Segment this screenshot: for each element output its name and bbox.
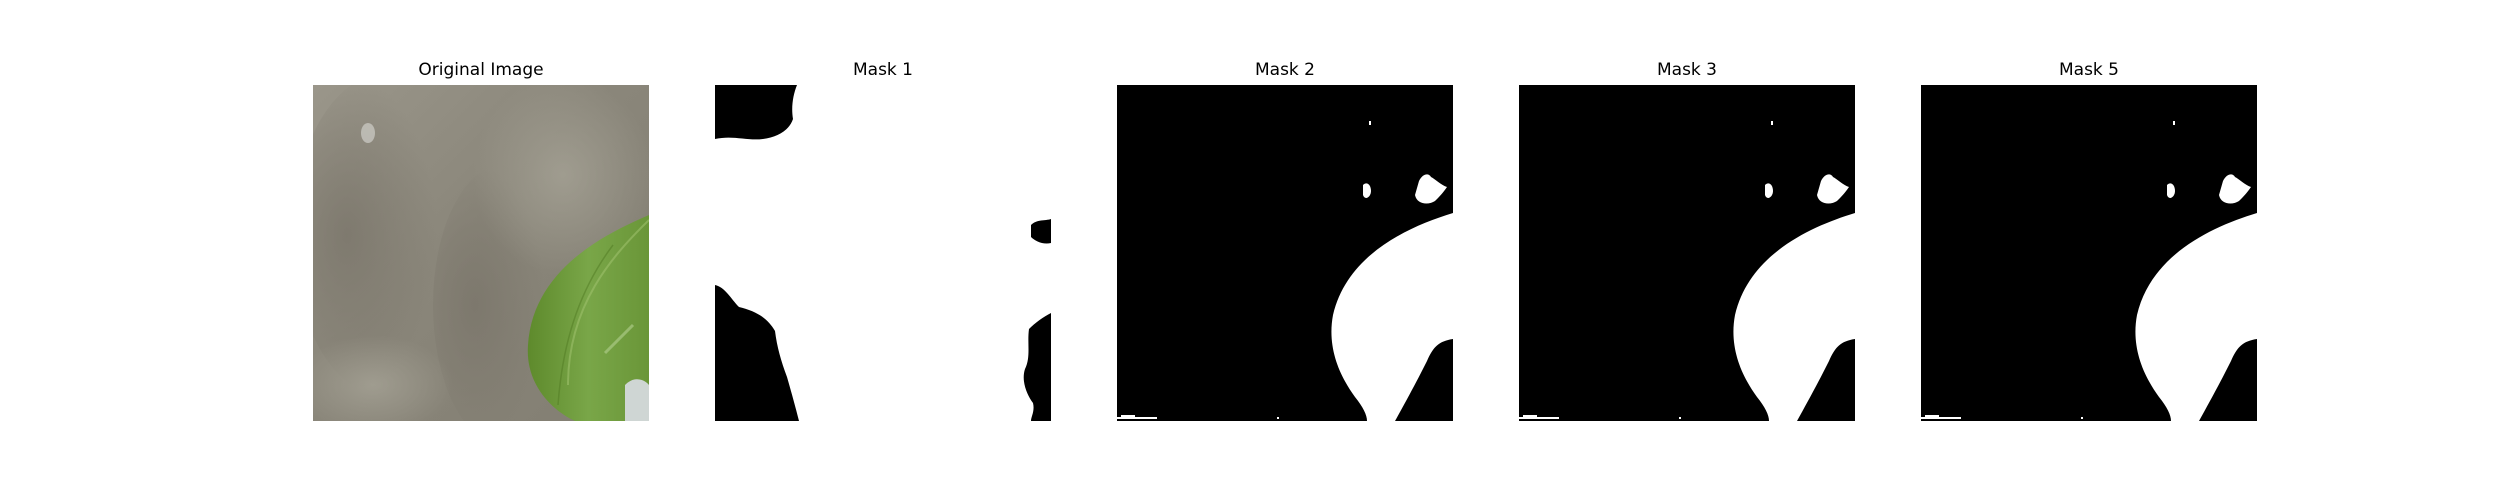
panel-mask-5: Mask 5	[1921, 0, 2257, 500]
panel-title: Mask 2	[1254, 60, 1315, 80]
panel-original-image: Original Image	[313, 0, 649, 500]
mask-5-image	[1921, 85, 2257, 421]
panel-title: Original Image	[418, 60, 544, 80]
panel-title: Mask 3	[1656, 60, 1717, 80]
panel-title: Mask 5	[2058, 60, 2119, 80]
mask-1-image	[715, 85, 1051, 421]
panel-mask-3: Mask 3	[1519, 0, 1855, 500]
mask-3-image	[1519, 85, 1855, 421]
mask-2-image	[1117, 85, 1453, 421]
original-photo	[313, 85, 649, 421]
panel-mask-1: Mask 1	[715, 0, 1051, 500]
panel-mask-2: Mask 2	[1117, 0, 1453, 500]
panel-title: Mask 1	[852, 60, 913, 80]
